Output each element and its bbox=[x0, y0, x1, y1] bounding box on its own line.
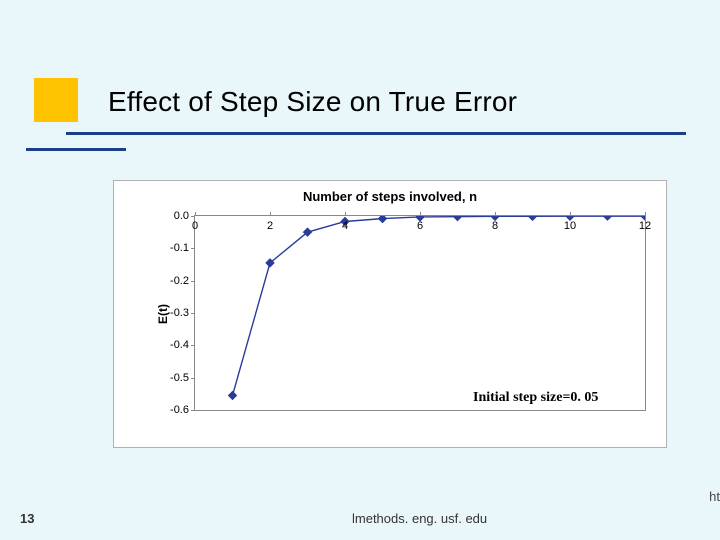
title-rule-long bbox=[66, 132, 686, 135]
y-tick-label: 0.0 bbox=[174, 210, 189, 222]
y-tick-label: -0.1 bbox=[170, 242, 189, 254]
edge-cropped-text: ht bbox=[709, 489, 720, 504]
x-tick-mark bbox=[270, 212, 271, 216]
plot-area: 0.0-0.1-0.2-0.3-0.4-0.5-0.6024681012 bbox=[194, 215, 646, 411]
chart-annotation: Initial step size=0. 05 bbox=[473, 390, 598, 406]
title-rule-short bbox=[26, 148, 126, 151]
title-bullet-decoration bbox=[34, 78, 78, 122]
y-tick-mark bbox=[191, 216, 195, 217]
x-tick-label: 4 bbox=[342, 220, 348, 232]
title-wrap: Effect of Step Size on True Error bbox=[108, 86, 668, 118]
x-tick-label: 6 bbox=[417, 220, 423, 232]
chart-marker bbox=[228, 391, 237, 400]
x-tick-label: 2 bbox=[267, 220, 273, 232]
chart-container: Number of steps involved, n E(t) 0.0 -0.1… bbox=[113, 180, 667, 448]
chart-marker bbox=[603, 216, 612, 221]
y-tick-label: -0.3 bbox=[170, 307, 189, 319]
x-tick-mark bbox=[345, 212, 346, 216]
y-tick-label: -0.6 bbox=[170, 404, 189, 416]
y-axis-label: E(t) bbox=[156, 304, 170, 324]
footer-text: lmethods. eng. usf. edu bbox=[352, 511, 487, 526]
page-number: 13 bbox=[20, 511, 34, 526]
slide-title: Effect of Step Size on True Error bbox=[108, 86, 668, 118]
x-tick-mark bbox=[495, 212, 496, 216]
y-tick-mark bbox=[191, 345, 195, 346]
x-tick-mark bbox=[420, 212, 421, 216]
chart-marker bbox=[528, 216, 537, 221]
chart-title: Number of steps involved, n bbox=[114, 189, 666, 204]
y-tick-mark bbox=[191, 281, 195, 282]
x-tick-mark bbox=[645, 212, 646, 216]
slide: Effect of Step Size on True Error Number… bbox=[0, 0, 720, 540]
chart-marker bbox=[453, 216, 462, 221]
x-tick-mark bbox=[195, 212, 196, 216]
y-tick-mark bbox=[191, 313, 195, 314]
y-tick-label: -0.5 bbox=[170, 372, 189, 384]
x-tick-mark bbox=[570, 212, 571, 216]
y-tick-label: -0.2 bbox=[170, 275, 189, 287]
x-tick-label: 8 bbox=[492, 220, 498, 232]
chart-line bbox=[233, 216, 646, 395]
x-tick-label: 10 bbox=[564, 220, 576, 232]
chart-marker bbox=[378, 216, 387, 223]
x-tick-label: 0 bbox=[192, 220, 198, 232]
chart-line-svg bbox=[195, 216, 645, 410]
y-tick-mark bbox=[191, 410, 195, 411]
y-tick-mark bbox=[191, 248, 195, 249]
x-tick-label: 12 bbox=[639, 220, 651, 232]
y-tick-label: -0.4 bbox=[170, 339, 189, 351]
y-tick-mark bbox=[191, 378, 195, 379]
